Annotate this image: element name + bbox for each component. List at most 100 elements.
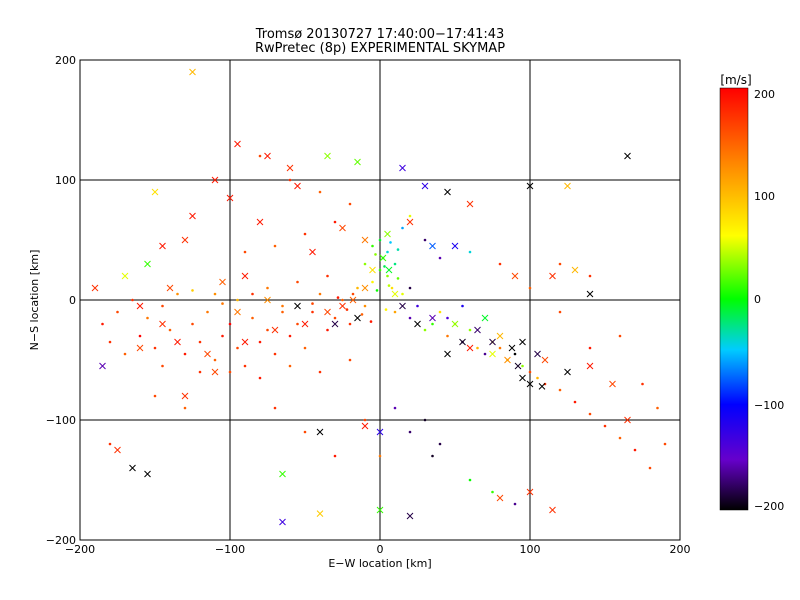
data-point-dot xyxy=(573,400,577,404)
data-point-x-marker xyxy=(496,494,504,502)
data-point-dot xyxy=(288,334,292,338)
data-point-dot xyxy=(311,302,314,305)
data-point-x-marker xyxy=(379,254,387,262)
data-point-dot xyxy=(386,250,389,254)
data-point-dot xyxy=(603,424,607,428)
data-point-x-marker xyxy=(264,152,271,160)
data-point-x-marker xyxy=(459,338,466,346)
colorbar-tick-label: 100 xyxy=(754,190,775,203)
data-point-x-marker xyxy=(189,212,196,220)
data-point-dot xyxy=(393,262,397,266)
data-point-dot xyxy=(191,289,194,292)
data-point-x-marker xyxy=(114,446,121,454)
data-point-x-marker xyxy=(376,428,384,436)
data-point-x-marker xyxy=(211,176,219,184)
data-point-dot xyxy=(198,370,202,374)
data-point-dot xyxy=(356,286,359,290)
data-point-dot xyxy=(363,262,367,266)
data-point-x-marker xyxy=(361,284,369,292)
data-point-x-marker xyxy=(181,236,189,244)
data-point-dot xyxy=(228,370,232,374)
data-point-dot xyxy=(408,316,412,320)
data-point-dot xyxy=(345,308,349,311)
data-point-dot xyxy=(483,352,487,356)
data-point-dot xyxy=(273,406,277,410)
data-point-x-marker xyxy=(324,308,331,316)
data-point-x-marker xyxy=(316,428,324,436)
data-point-dot xyxy=(498,262,502,266)
data-point-x-marker xyxy=(444,188,451,196)
data-point-x-marker xyxy=(181,392,189,400)
data-point-dot xyxy=(656,406,659,410)
data-point-x-marker xyxy=(496,332,504,340)
data-point-dot xyxy=(243,250,247,254)
data-point-dot xyxy=(176,292,179,296)
data-point-dot xyxy=(161,364,164,368)
data-point-dot xyxy=(468,328,472,332)
data-point-x-marker xyxy=(421,182,429,190)
x-axis-label: E−W location [km] xyxy=(328,557,431,570)
data-point-x-marker xyxy=(136,344,144,352)
data-point-dot xyxy=(341,298,344,302)
data-point-x-marker xyxy=(361,236,369,244)
data-point-dot xyxy=(374,253,377,256)
data-point-dot xyxy=(311,310,314,314)
data-point-dot xyxy=(438,442,442,446)
data-point-dot xyxy=(266,328,269,332)
data-point-x-marker xyxy=(414,320,421,328)
data-point-x-marker xyxy=(504,356,511,364)
data-point-dot xyxy=(618,334,622,338)
data-point-dot xyxy=(528,286,532,290)
data-point-x-marker xyxy=(534,350,541,358)
data-point-x-marker xyxy=(226,194,234,202)
data-point-x-marker xyxy=(99,362,106,370)
data-point-x-marker xyxy=(174,338,181,346)
data-point-x-marker xyxy=(564,182,571,190)
data-point-x-marker xyxy=(166,284,174,292)
data-point-x-marker xyxy=(571,266,579,274)
data-point-dot xyxy=(423,418,427,422)
data-point-x-marker xyxy=(385,266,393,274)
data-point-dot xyxy=(258,154,262,158)
data-point-dot xyxy=(369,320,373,323)
data-point-dot xyxy=(438,256,442,260)
x-tick-label: −200 xyxy=(65,543,95,556)
data-point-dot xyxy=(588,274,592,278)
x-tick-label: 100 xyxy=(520,543,541,556)
y-tick-label: 0 xyxy=(69,294,76,307)
data-point-x-marker xyxy=(234,308,241,316)
data-point-dot xyxy=(401,292,404,296)
data-point-x-marker xyxy=(549,272,556,280)
data-point-x-marker xyxy=(511,272,519,280)
data-point-dot xyxy=(378,238,382,242)
data-point-dot xyxy=(221,302,224,305)
chart-subtitle: RwPretec (8p) EXPERIMENTAL SKYMAP xyxy=(255,41,505,56)
data-point-x-marker xyxy=(609,380,616,388)
data-point-dot xyxy=(236,346,239,350)
data-point-dot xyxy=(536,376,539,380)
data-point-dot xyxy=(333,220,337,224)
data-point-x-marker xyxy=(369,266,376,274)
data-point-dot xyxy=(468,250,472,254)
data-point-dot xyxy=(408,214,412,218)
data-point-x-marker xyxy=(391,290,399,298)
data-point-x-marker xyxy=(144,260,151,268)
data-point-dot xyxy=(468,478,472,482)
data-point-x-marker xyxy=(159,320,166,328)
data-point-x-marker xyxy=(294,302,301,310)
colorbar-tick-label: 200 xyxy=(754,88,775,101)
data-point-dot xyxy=(288,364,292,368)
data-point-dot xyxy=(213,358,217,362)
y-tick-label: −200 xyxy=(46,534,76,547)
data-points xyxy=(91,68,667,526)
data-point-x-marker xyxy=(519,374,526,382)
data-point-x-marker xyxy=(481,314,489,322)
data-point-x-marker xyxy=(586,290,594,298)
data-point-dot xyxy=(101,322,104,326)
data-point-x-marker xyxy=(241,272,249,280)
data-point-x-marker xyxy=(466,200,474,208)
data-point-dot xyxy=(108,442,112,446)
data-point-x-marker xyxy=(234,140,241,148)
data-point-dot xyxy=(281,310,284,314)
data-point-dot xyxy=(446,316,449,320)
